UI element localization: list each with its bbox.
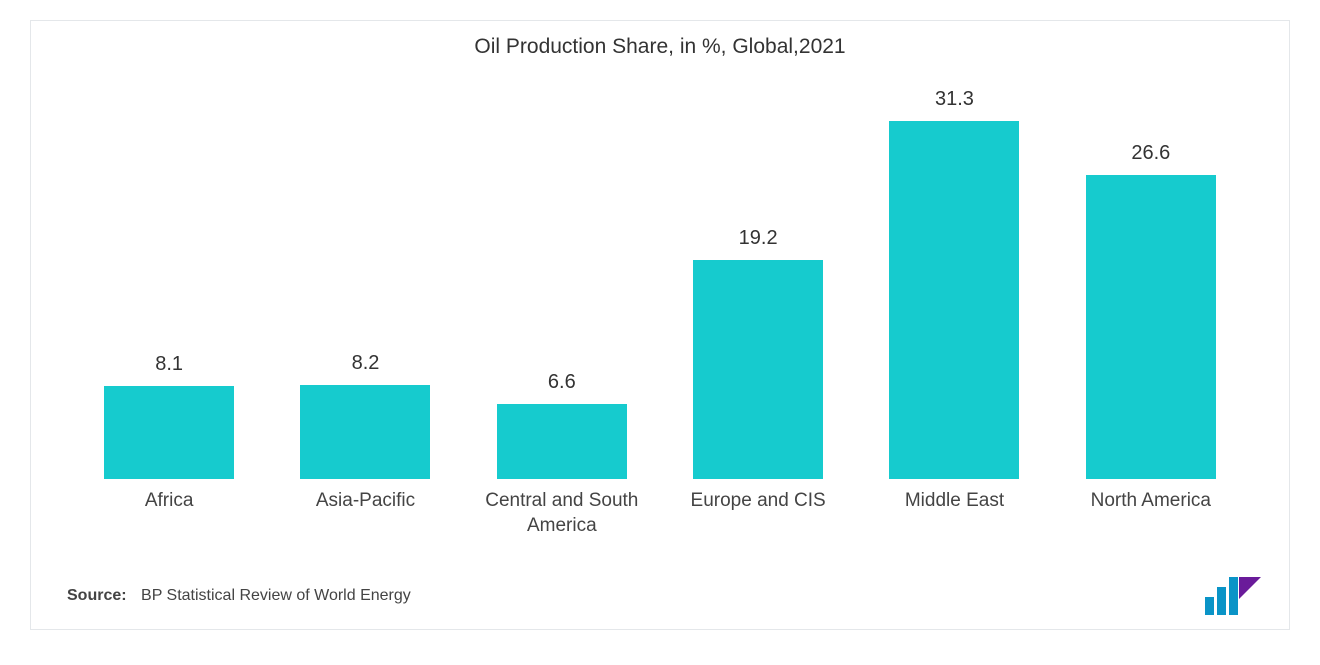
data-label: 8.2 [352, 352, 380, 375]
bar-column: 19.2 [668, 227, 848, 479]
x-label: Africa [79, 488, 259, 539]
bar-column: 8.2 [275, 352, 455, 479]
chart-title: Oil Production Share, in %, Global,2021 [31, 21, 1289, 59]
source-text: BP Statistical Review of World Energy [141, 587, 411, 604]
bar [1086, 175, 1216, 479]
bar [104, 386, 234, 479]
bar-column: 31.3 [864, 88, 1044, 479]
data-label: 26.6 [1131, 142, 1170, 165]
source-label: Source: [67, 587, 127, 604]
mordor-logo-icon [1203, 575, 1263, 615]
source-line: Source: BP Statistical Review of World E… [67, 587, 411, 605]
x-label: Europe and CIS [668, 488, 848, 539]
x-label: Central and South America [472, 488, 652, 539]
data-label: 19.2 [739, 227, 778, 250]
bar [300, 385, 430, 479]
x-label: North America [1061, 488, 1241, 539]
bar-column: 26.6 [1061, 142, 1241, 479]
data-label: 31.3 [935, 88, 974, 111]
plot-area: 8.1 8.2 6.6 19.2 31.3 26.6 [71, 81, 1249, 479]
chart-container: Oil Production Share, in %, Global,2021 … [30, 20, 1290, 630]
bar [889, 121, 1019, 479]
bars-row: 8.1 8.2 6.6 19.2 31.3 26.6 [71, 81, 1249, 479]
bar-column: 6.6 [472, 371, 652, 479]
bar [497, 404, 627, 479]
data-label: 6.6 [548, 371, 576, 394]
data-label: 8.1 [155, 353, 183, 376]
x-label: Asia-Pacific [275, 488, 455, 539]
bar [693, 260, 823, 479]
x-axis-labels: Africa Asia-Pacific Central and South Amer… [71, 488, 1249, 539]
x-label: Middle East [864, 488, 1044, 539]
bar-column: 8.1 [79, 353, 259, 479]
